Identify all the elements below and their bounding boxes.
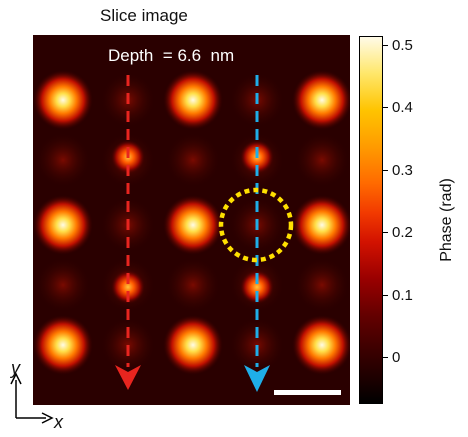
colorbar-tick-label: 0.2	[392, 224, 413, 242]
colorbar-label: Phase (rad)	[438, 178, 455, 262]
bright-spot	[292, 315, 350, 375]
bright-spot	[33, 195, 93, 255]
colorbar-tick-label: 0.5	[392, 37, 413, 54]
colorbar-tick-label: 0.3	[392, 161, 413, 179]
colorbar-tick	[382, 294, 388, 296]
axes-arrows-icon	[10, 372, 54, 424]
phase-map	[33, 35, 350, 405]
bright-spot	[163, 195, 223, 255]
axes-indicator: y x	[4, 358, 74, 432]
scale-bar	[274, 390, 341, 395]
colorbar-tick	[382, 107, 388, 109]
colorbar-tick-label: 0.1	[392, 286, 413, 304]
faint-spot	[163, 130, 223, 190]
bright-spot	[33, 315, 93, 375]
bright-spot	[292, 195, 350, 255]
faint-spot	[33, 255, 93, 315]
faint-spot	[292, 130, 350, 190]
bright-spot	[292, 70, 350, 130]
colorbar-tick	[382, 357, 388, 358]
red-arrow-head-icon	[115, 365, 141, 390]
colorbar-tick	[382, 169, 388, 171]
colorbar-tick-label: 0	[392, 349, 401, 366]
small-spot	[240, 270, 274, 304]
y-axis-label: y	[11, 358, 20, 378]
colorbar-tick-label: 0.4	[392, 99, 413, 117]
colorbar-tick	[382, 45, 388, 46]
colorbar	[359, 36, 383, 404]
faint-spot	[163, 255, 223, 315]
bright-spot	[163, 70, 223, 130]
colorbar-tick	[382, 232, 388, 234]
bright-spot	[163, 315, 223, 375]
bright-spot	[33, 70, 93, 130]
faint-spot	[33, 130, 93, 190]
blue-arrow-head-icon	[244, 365, 270, 392]
image-title: Slice image	[100, 6, 188, 25]
highlight-circle	[218, 187, 294, 263]
small-spot	[111, 270, 145, 304]
depth-label: Depth = 6.6 nm	[108, 46, 235, 65]
phase-slice-image	[33, 35, 350, 405]
faint-spot	[292, 255, 350, 315]
x-axis-label: x	[54, 412, 63, 432]
